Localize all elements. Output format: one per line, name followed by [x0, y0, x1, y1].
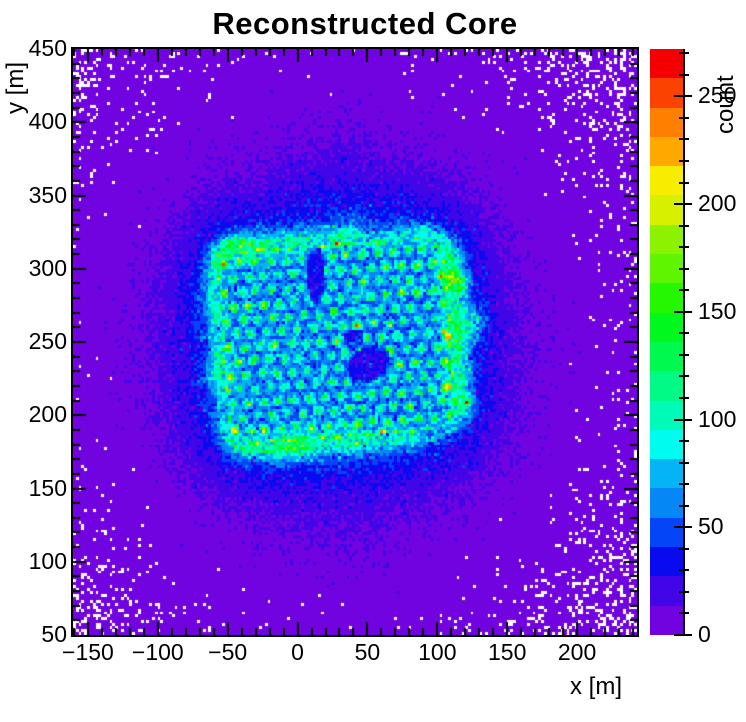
x-tick-label: 200 [557, 639, 597, 665]
colorbar-band [650, 224, 684, 255]
colorbar-tick-label: 200 [698, 190, 737, 217]
colorbar-tick [679, 160, 689, 163]
colorbar-tick [679, 267, 689, 270]
colorbar-tick-label: 250 [698, 82, 737, 109]
colorbar-tick [674, 418, 692, 421]
colorbar-band [650, 576, 684, 606]
y-tick-label: 350 [28, 181, 67, 208]
colorbar-tick [679, 504, 689, 507]
x-tick-label: 50 [354, 639, 381, 665]
colorbar-tick-label: 0 [698, 621, 711, 647]
colorbar-tick [679, 52, 689, 55]
colorbar-tick [679, 332, 689, 335]
colorbar-tick [679, 289, 689, 292]
heatmap-canvas [73, 49, 637, 635]
colorbar-band [650, 195, 684, 225]
x-tick-label: −50 [208, 639, 248, 665]
y-tick-label: 150 [28, 474, 67, 501]
x-tick-label: 100 [418, 639, 457, 665]
y-tick-label: 300 [28, 254, 67, 281]
x-tick-label: 0 [291, 639, 304, 665]
colorbar-band [650, 78, 684, 108]
x-axis-title: x [m] [570, 673, 622, 700]
colorbar-tick [679, 569, 689, 572]
colorbar-band [650, 166, 684, 196]
colorbar-band [650, 459, 684, 489]
colorbar-tick [679, 353, 689, 356]
y-tick-label: 250 [28, 328, 67, 354]
colorbar-tick [679, 116, 689, 119]
colorbar-tick [679, 483, 689, 486]
colorbar-band [650, 400, 684, 430]
colorbar-tick [679, 181, 689, 184]
plot-frame [71, 47, 639, 637]
colorbar-tick [674, 634, 692, 636]
colorbar-band [650, 254, 684, 284]
colorbar-band [650, 341, 684, 372]
colorbar-tick-label: 150 [698, 297, 737, 324]
colorbar-tick-label: 100 [698, 405, 737, 432]
y-tick-label: 450 [28, 35, 67, 61]
colorbar-axis-line [683, 49, 685, 635]
colorbar-tick-label: 50 [698, 513, 724, 540]
colorbar-tick [679, 612, 689, 615]
colorbar-tick [679, 224, 689, 227]
colorbar-band [650, 488, 684, 518]
plot-title: Reconstructed Core [212, 6, 518, 41]
colorbar-tick [679, 397, 689, 399]
colorbar-band [650, 136, 684, 167]
colorbar-band [650, 107, 684, 137]
colorbar-band [650, 605, 684, 635]
colorbar-tick [679, 461, 689, 464]
colorbar-band [650, 312, 684, 342]
colorbar-tick [679, 138, 689, 141]
colorbar-tick [679, 246, 689, 249]
colorbar-band [650, 371, 684, 401]
colorbar-tick [679, 547, 689, 550]
y-tick-label: 400 [28, 108, 67, 135]
colorbar-tick [674, 310, 692, 313]
y-tick-label: 50 [41, 621, 67, 647]
colorbar-band [650, 49, 684, 79]
colorbar-band [650, 283, 684, 313]
colorbar-tick [674, 526, 692, 529]
x-tick-label: −100 [131, 639, 184, 665]
y-tick-label: 200 [28, 401, 67, 428]
colorbar-tick [679, 73, 689, 76]
colorbar-band [650, 547, 684, 577]
colorbar-tick [679, 375, 689, 378]
colorbar-tick [674, 203, 692, 206]
colorbar-tick [674, 95, 692, 98]
y-tick-label: 100 [28, 547, 67, 574]
x-tick-label: 150 [487, 639, 527, 665]
colorbar-band [650, 517, 684, 548]
colorbar-tick [679, 590, 689, 593]
colorbar-band [650, 429, 684, 460]
colorbar-tick [679, 440, 689, 443]
colorbar [650, 49, 684, 635]
x-tick-label: −150 [62, 639, 114, 665]
